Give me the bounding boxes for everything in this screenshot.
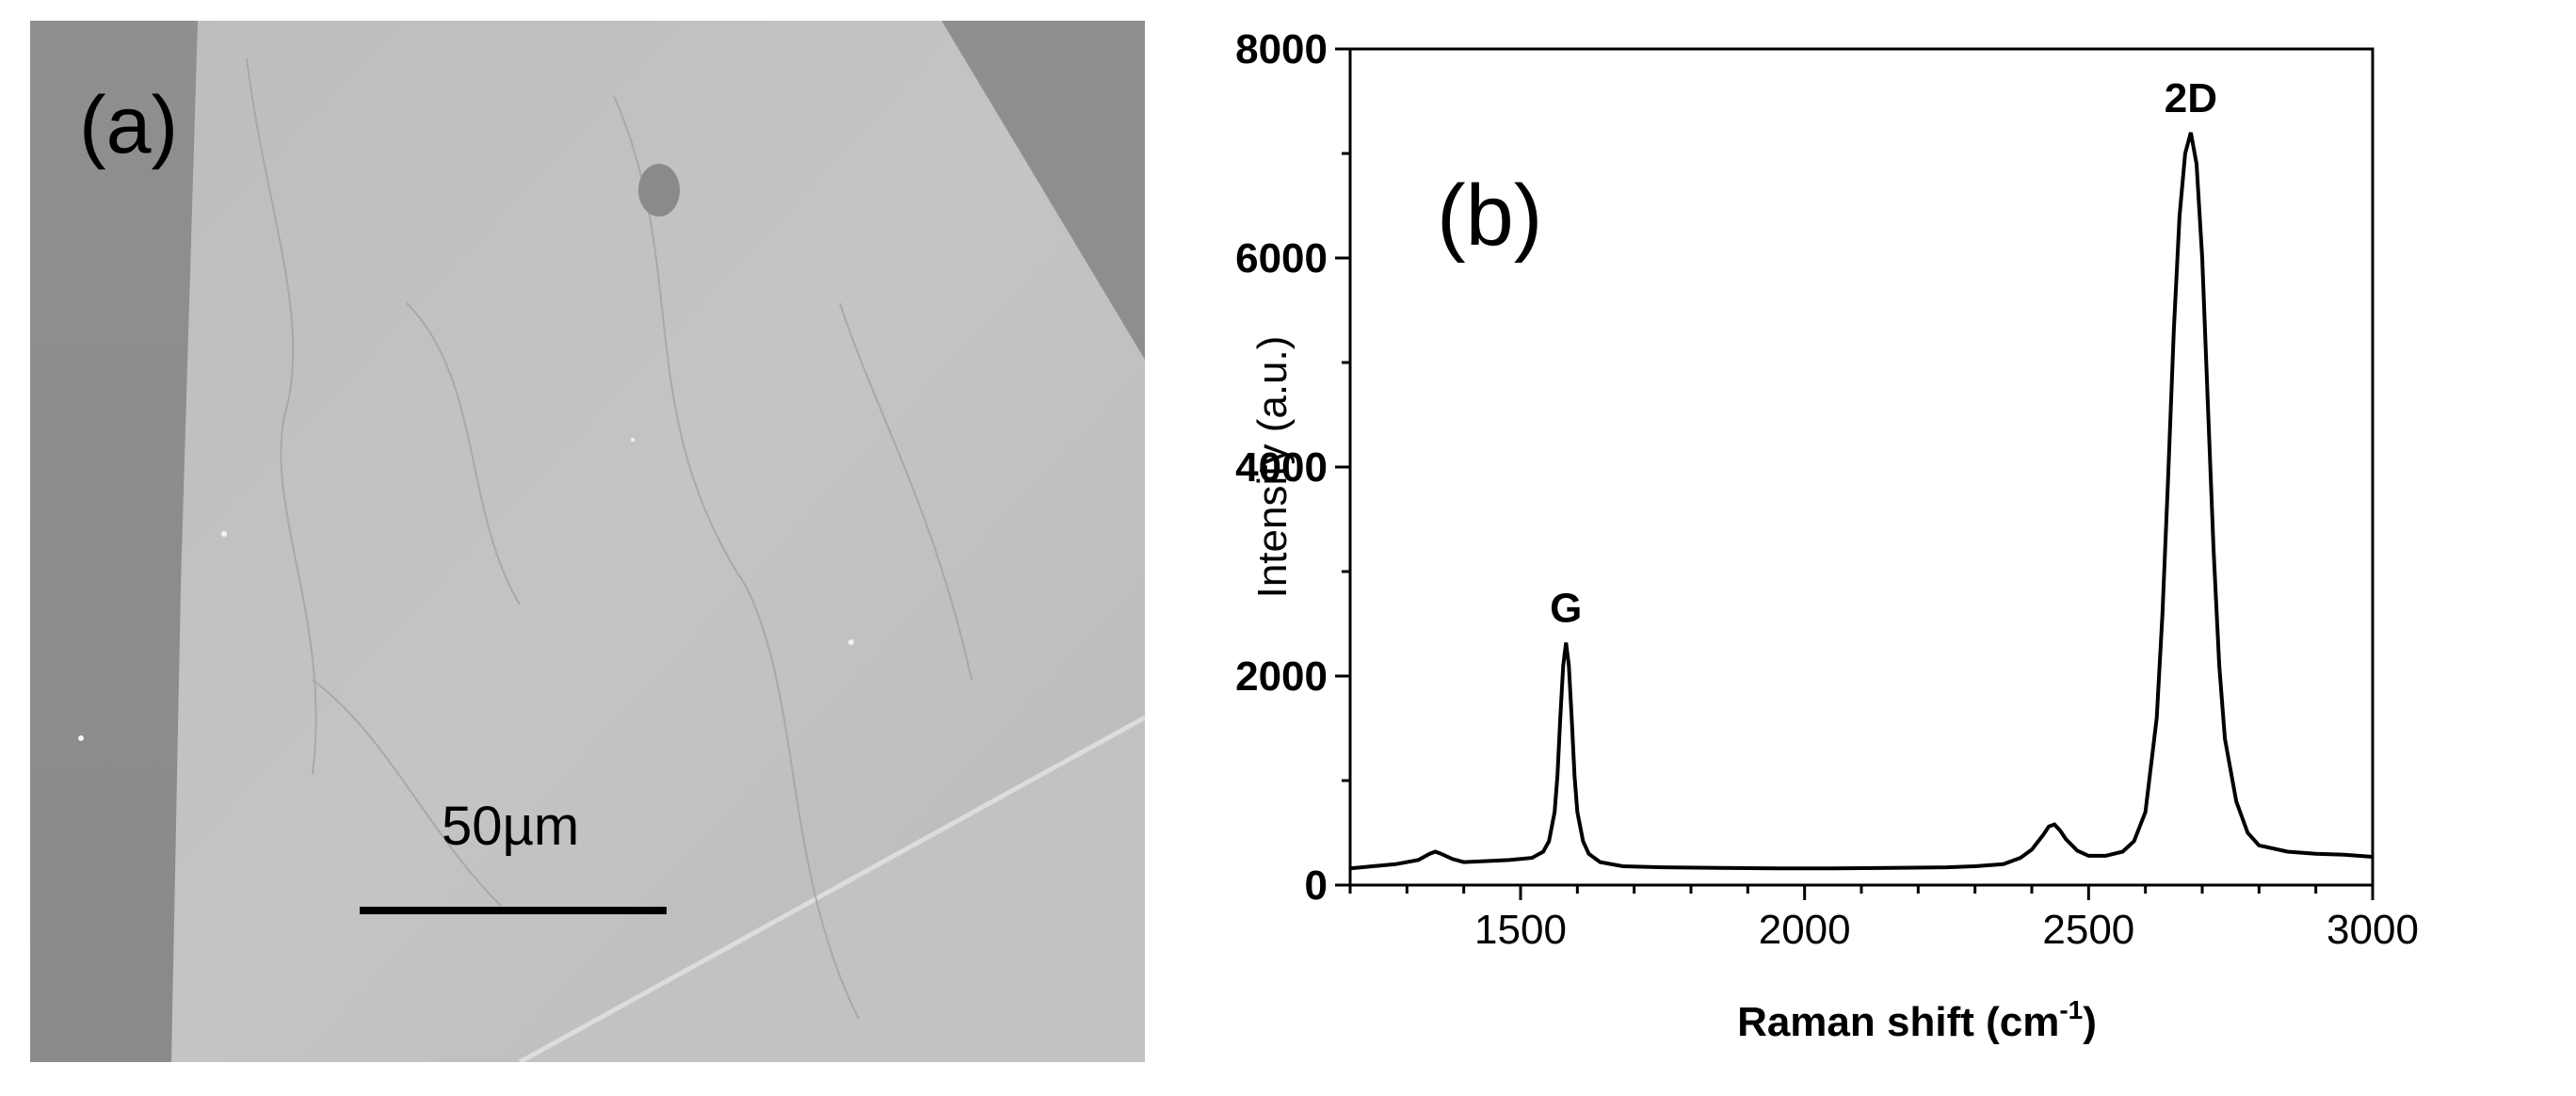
raman-chart: 1500 2000 2500 3000 0 2000 4000 6000 8000 G 2D (b… [1235, 26, 2419, 1045]
scale-bar [360, 907, 667, 914]
raman-chart-panel: 1500 2000 2500 3000 0 2000 4000 6000 8000 G 2D (b… [1145, 0, 2576, 1096]
raman-spectrum-line [1349, 132, 2374, 871]
y-tick-label: 8000 [1235, 26, 1328, 73]
peak-annotations: G 2D [1550, 75, 2217, 632]
axis-ticks: 1500 2000 2500 3000 0 2000 4000 6000 8000 [1235, 26, 2419, 953]
x-axis-label-text: Raman shift (cm [1737, 999, 2059, 1045]
sem-image-panel: (a) 50µm [30, 21, 1145, 1062]
peak-label: G [1550, 585, 1582, 631]
x-axis-label-suffix: ) [2083, 999, 2097, 1045]
x-tick-label: 2500 [2042, 907, 2134, 953]
y-tick-label: 4000 [1235, 444, 1328, 491]
peak-label: 2D [2165, 75, 2217, 121]
y-axis-label: Intensity (a.u.) [1249, 336, 1296, 599]
x-tick-label: 2000 [1759, 907, 1851, 953]
bright-particles [78, 438, 854, 741]
y-tick-label: 2000 [1235, 653, 1328, 700]
x-axis-label: Raman shift (cm-1) [1737, 995, 2097, 1045]
y-tick-label: 0 [1305, 862, 1328, 909]
graphene-flake [171, 21, 1145, 1062]
fold-line [518, 715, 1145, 1062]
wrinkles [246, 57, 973, 1020]
panel-a-label: (a) [79, 80, 178, 170]
y-tick-label: 6000 [1235, 235, 1328, 282]
x-tick-label: 1500 [1474, 907, 1567, 953]
scale-bar-label: 50µm [442, 796, 579, 857]
x-tick-label: 3000 [2326, 907, 2419, 953]
defect-spot [638, 164, 680, 217]
sem-micrograph: (a) 50µm [30, 21, 1145, 1062]
x-axis-label-superscript: -1 [2059, 995, 2083, 1024]
panel-b-label: (b) [1437, 168, 1542, 264]
